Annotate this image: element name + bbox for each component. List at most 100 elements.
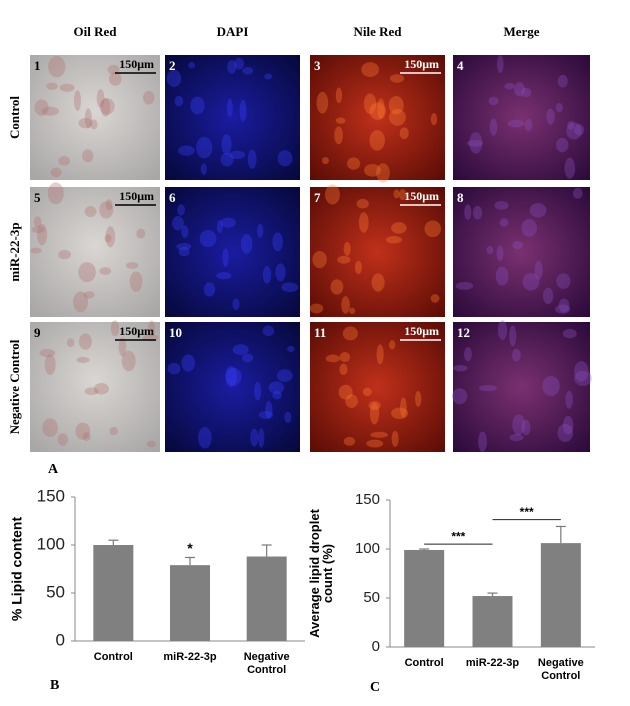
column-header: Oil Red bbox=[74, 24, 118, 39]
cell-texture bbox=[216, 219, 223, 234]
cell-texture bbox=[50, 167, 62, 178]
cell-texture bbox=[399, 127, 409, 140]
cell-texture bbox=[343, 241, 351, 256]
cell-texture bbox=[44, 354, 56, 375]
cell-texture bbox=[104, 234, 112, 243]
cell-texture bbox=[514, 82, 526, 97]
micrograph bbox=[30, 187, 160, 317]
cell-texture bbox=[368, 400, 381, 410]
x-tick-label-group: Control bbox=[93, 651, 133, 663]
y-tick-label: 100 bbox=[37, 534, 65, 553]
bar bbox=[472, 596, 513, 647]
cell-texture bbox=[222, 248, 229, 268]
cell-texture bbox=[190, 96, 205, 115]
cell-texture bbox=[82, 432, 91, 442]
cell-texture bbox=[362, 387, 372, 397]
cell-texture bbox=[562, 328, 577, 339]
cell-texture bbox=[489, 118, 498, 136]
cell-texture bbox=[391, 222, 407, 234]
cell-texture bbox=[466, 140, 484, 147]
cell-texture bbox=[262, 265, 272, 284]
y-axis-label-box: Average lipid droplet count (%) bbox=[308, 509, 335, 638]
cell-texture bbox=[188, 62, 196, 69]
y-axis-label: Average lipid droplet count (%) bbox=[308, 509, 335, 638]
cell-texture bbox=[216, 272, 232, 280]
cell-texture bbox=[507, 119, 525, 128]
cell-texture bbox=[376, 344, 384, 365]
panel-number: 12 bbox=[457, 325, 470, 340]
cell-texture bbox=[337, 255, 351, 264]
cell-texture bbox=[557, 423, 574, 443]
cell-texture bbox=[499, 218, 509, 227]
cell-texture bbox=[250, 428, 259, 447]
scale-bar-label: 150μm bbox=[404, 57, 439, 71]
cell-texture bbox=[363, 93, 377, 114]
x-tick-label: Negative Control bbox=[243, 651, 290, 676]
x-tick-label: Control bbox=[93, 651, 133, 663]
cell-texture bbox=[281, 282, 299, 293]
x-tick-label-group: miR-22-3p bbox=[163, 651, 216, 663]
y-tick-label: 0 bbox=[56, 630, 65, 649]
cell-texture bbox=[309, 303, 324, 314]
cell-texture bbox=[58, 156, 70, 166]
cell-texture bbox=[509, 325, 517, 347]
cell-texture bbox=[349, 307, 356, 315]
cell-texture bbox=[241, 353, 254, 363]
cell-texture bbox=[78, 333, 92, 350]
cell-texture bbox=[486, 245, 494, 254]
cell-texture bbox=[452, 388, 468, 405]
cell-texture bbox=[39, 348, 56, 358]
cell-texture bbox=[105, 226, 116, 248]
x-tick-label-box: Negative Control bbox=[243, 651, 290, 676]
cell-texture bbox=[572, 187, 583, 199]
panel-number: 11 bbox=[314, 325, 326, 340]
cell-texture bbox=[496, 55, 504, 74]
cell-texture bbox=[565, 390, 573, 409]
cell-texture bbox=[463, 347, 472, 362]
cell-texture bbox=[146, 440, 156, 448]
cell-texture bbox=[284, 411, 292, 423]
cell-texture bbox=[524, 118, 533, 132]
cell-texture bbox=[73, 291, 89, 313]
cell-texture bbox=[78, 117, 93, 129]
cell-texture bbox=[495, 266, 509, 286]
cell-texture bbox=[338, 384, 353, 400]
cell-texture bbox=[376, 163, 390, 183]
cell-texture bbox=[430, 294, 440, 303]
micrograph bbox=[453, 187, 590, 317]
scale-bar-label: 150μm bbox=[404, 189, 439, 203]
cell-texture bbox=[455, 281, 474, 290]
cell-texture bbox=[275, 263, 286, 282]
cell-texture bbox=[83, 291, 95, 299]
cell-texture bbox=[555, 304, 571, 314]
cell-texture bbox=[76, 356, 90, 363]
micrograph bbox=[310, 187, 445, 317]
x-tick-label-group: miR-22-3p bbox=[466, 657, 519, 669]
column-header: Merge bbox=[503, 24, 539, 39]
cell-texture bbox=[136, 228, 146, 239]
micrograph bbox=[310, 322, 445, 452]
cell-texture bbox=[398, 189, 407, 201]
cell-texture bbox=[542, 376, 560, 397]
cell-texture bbox=[100, 98, 111, 117]
cell-texture bbox=[178, 145, 195, 156]
panel-number: 1 bbox=[34, 58, 41, 73]
cell-texture bbox=[99, 267, 112, 275]
cell-texture bbox=[354, 260, 362, 274]
cell-texture bbox=[321, 157, 329, 165]
micrograph bbox=[165, 55, 300, 180]
cell-texture bbox=[147, 320, 156, 337]
cell-texture bbox=[567, 120, 575, 130]
cell-texture bbox=[512, 348, 521, 362]
cell-texture bbox=[335, 117, 346, 124]
panel-number: 4 bbox=[457, 58, 464, 73]
cell-texture bbox=[556, 137, 569, 153]
cell-texture bbox=[75, 422, 91, 440]
cell-texture bbox=[264, 73, 273, 80]
cell-texture bbox=[167, 362, 181, 375]
cell-texture bbox=[78, 262, 96, 283]
cell-texture bbox=[109, 426, 118, 436]
cell-texture bbox=[509, 433, 524, 442]
cell-texture bbox=[325, 354, 341, 363]
